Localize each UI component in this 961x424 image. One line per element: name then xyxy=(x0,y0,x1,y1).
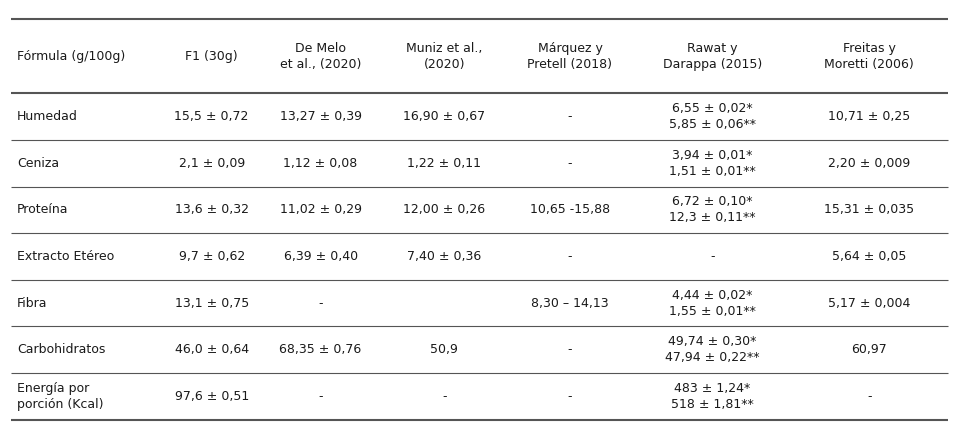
Text: Rawat y
Darappa (2015): Rawat y Darappa (2015) xyxy=(662,42,761,71)
Text: 6,55 ± 0,02*
5,85 ± 0,06**: 6,55 ± 0,02* 5,85 ± 0,06** xyxy=(668,102,755,131)
Text: 2,1 ± 0,09: 2,1 ± 0,09 xyxy=(179,157,244,170)
Text: 13,6 ± 0,32: 13,6 ± 0,32 xyxy=(175,204,248,216)
Text: -: - xyxy=(441,390,446,403)
Text: 13,27 ± 0,39: 13,27 ± 0,39 xyxy=(280,110,361,123)
Text: F1 (30g): F1 (30g) xyxy=(185,50,237,63)
Text: 7,40 ± 0,36: 7,40 ± 0,36 xyxy=(407,250,480,263)
Text: 3,94 ± 0,01*
1,51 ± 0,01**: 3,94 ± 0,01* 1,51 ± 0,01** xyxy=(668,149,755,178)
Text: Proteína: Proteína xyxy=(17,204,68,216)
Text: 97,6 ± 0,51: 97,6 ± 0,51 xyxy=(174,390,249,403)
Text: 1,12 ± 0,08: 1,12 ± 0,08 xyxy=(283,157,357,170)
Text: De Melo
et al., (2020): De Melo et al., (2020) xyxy=(280,42,361,71)
Text: Carbohidratos: Carbohidratos xyxy=(17,343,105,356)
Text: Humedad: Humedad xyxy=(17,110,78,123)
Text: 10,71 ± 0,25: 10,71 ± 0,25 xyxy=(827,110,909,123)
Text: -: - xyxy=(866,390,871,403)
Text: 5,17 ± 0,004: 5,17 ± 0,004 xyxy=(827,297,909,310)
Text: Ceniza: Ceniza xyxy=(17,157,59,170)
Text: 6,39 ± 0,40: 6,39 ± 0,40 xyxy=(283,250,357,263)
Text: 9,7 ± 0,62: 9,7 ± 0,62 xyxy=(179,250,244,263)
Text: 15,31 ± 0,035: 15,31 ± 0,035 xyxy=(824,204,913,216)
Text: 60,97: 60,97 xyxy=(850,343,886,356)
Text: 2,20 ± 0,009: 2,20 ± 0,009 xyxy=(827,157,909,170)
Text: 11,02 ± 0,29: 11,02 ± 0,29 xyxy=(280,204,361,216)
Text: -: - xyxy=(567,390,572,403)
Text: 12,00 ± 0,26: 12,00 ± 0,26 xyxy=(403,204,484,216)
Text: 50,9: 50,9 xyxy=(430,343,457,356)
Text: Fórmula (g/100g): Fórmula (g/100g) xyxy=(17,50,125,63)
Text: -: - xyxy=(567,250,572,263)
Text: 13,1 ± 0,75: 13,1 ± 0,75 xyxy=(174,297,249,310)
Text: 8,30 – 14,13: 8,30 – 14,13 xyxy=(530,297,608,310)
Text: 6,72 ± 0,10*
12,3 ± 0,11**: 6,72 ± 0,10* 12,3 ± 0,11** xyxy=(669,195,754,224)
Text: Muniz et al.,
(2020): Muniz et al., (2020) xyxy=(406,42,481,71)
Text: -: - xyxy=(567,157,572,170)
Text: 16,90 ± 0,67: 16,90 ± 0,67 xyxy=(403,110,484,123)
Text: -: - xyxy=(567,110,572,123)
Text: 15,5 ± 0,72: 15,5 ± 0,72 xyxy=(174,110,249,123)
Text: -: - xyxy=(709,250,714,263)
Text: 4,44 ± 0,02*
1,55 ± 0,01**: 4,44 ± 0,02* 1,55 ± 0,01** xyxy=(668,289,755,318)
Text: 46,0 ± 0,64: 46,0 ± 0,64 xyxy=(174,343,249,356)
Text: Extracto Etéreo: Extracto Etéreo xyxy=(17,250,114,263)
Text: -: - xyxy=(318,297,323,310)
Text: 49,74 ± 0,30*
47,94 ± 0,22**: 49,74 ± 0,30* 47,94 ± 0,22** xyxy=(664,335,759,364)
Text: -: - xyxy=(318,390,323,403)
Text: Márquez y
Pretell (2018): Márquez y Pretell (2018) xyxy=(527,42,612,71)
Text: Energía por
porción (Kcal): Energía por porción (Kcal) xyxy=(17,382,103,411)
Text: -: - xyxy=(567,343,572,356)
Text: Fibra: Fibra xyxy=(17,297,47,310)
Text: 68,35 ± 0,76: 68,35 ± 0,76 xyxy=(280,343,361,356)
Text: Freitas y
Moretti (2006): Freitas y Moretti (2006) xyxy=(824,42,913,71)
Text: 10,65 -15,88: 10,65 -15,88 xyxy=(530,204,609,216)
Text: 483 ± 1,24*
518 ± 1,81**: 483 ± 1,24* 518 ± 1,81** xyxy=(670,382,753,411)
Text: 5,64 ± 0,05: 5,64 ± 0,05 xyxy=(831,250,905,263)
Text: 1,22 ± 0,11: 1,22 ± 0,11 xyxy=(407,157,480,170)
